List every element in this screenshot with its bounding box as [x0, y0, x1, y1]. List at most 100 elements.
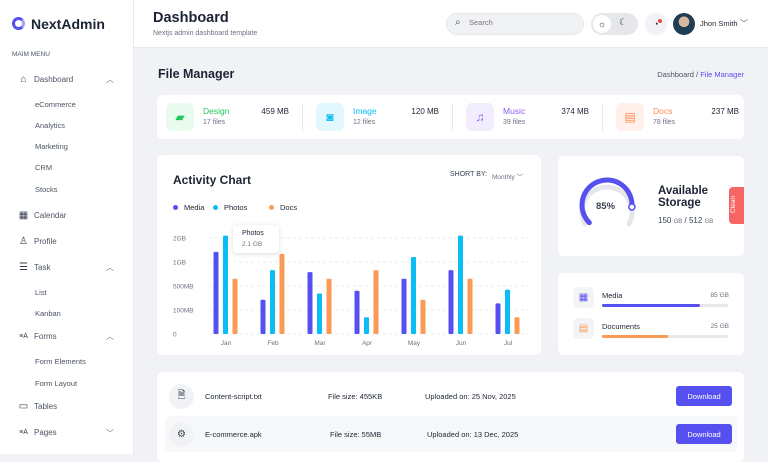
- bar-docs-jan[interactable]: [232, 278, 238, 334]
- bar-docs-mar[interactable]: [326, 278, 332, 334]
- breadcrumb: Dashboard / File Manager: [657, 70, 744, 79]
- film-icon: ▦: [573, 287, 594, 308]
- bar-photos-feb[interactable]: [270, 270, 275, 334]
- calendar-icon: ▦: [18, 210, 29, 221]
- user-name[interactable]: Jhon Smith: [700, 19, 738, 28]
- bar-media-apr[interactable]: [354, 290, 360, 334]
- tooltip-title: Photos: [242, 230, 264, 237]
- sidebar-subitem-ecommerce[interactable]: eCommerce: [35, 100, 76, 109]
- stat-size: 459 MB: [261, 107, 289, 116]
- sidebar-subitem-analytics[interactable]: Analytics: [35, 121, 66, 130]
- sidebar-item-tables[interactable]: ▭ Tables: [19, 401, 57, 412]
- sidebar-subitem-crm[interactable]: CRM: [35, 163, 53, 172]
- search-box[interactable]: ⌕: [446, 13, 584, 35]
- legend-label: Docs: [280, 203, 298, 212]
- bar-docs-jun[interactable]: [467, 278, 473, 334]
- chevron-down-icon[interactable]: ﹀: [106, 429, 114, 438]
- x-tick-label: Mar: [314, 340, 326, 347]
- bar-photos-jun[interactable]: [458, 235, 463, 334]
- download-button[interactable]: Download: [676, 386, 732, 406]
- sidebar-item-label: Dashboard: [34, 75, 74, 84]
- sidebar-subitem-list[interactable]: List: [35, 288, 47, 297]
- storage-card: 85% Available Storage 150 GB / 512 GB Cl…: [558, 156, 744, 256]
- bar-photos-may[interactable]: [411, 256, 416, 334]
- sidebar-subitem-form-elements[interactable]: Form Elements: [35, 357, 86, 366]
- sidebar-item-profile[interactable]: ♙ Profile: [19, 236, 57, 247]
- stat-image[interactable]: ◙ Image 12 files 120 MB: [307, 103, 447, 131]
- usage-size: 85 GB: [710, 292, 729, 299]
- bar-docs-apr[interactable]: [373, 270, 379, 334]
- stat-count: 17 files: [203, 119, 226, 126]
- storage-used: 150: [658, 216, 672, 225]
- chevron-down-icon: ﹀: [516, 174, 524, 181]
- sidebar-item-pages[interactable]: ≡A Pages: [19, 428, 57, 437]
- gauge-fill: [579, 177, 635, 226]
- breadcrumb-dashboard[interactable]: Dashboard: [657, 70, 694, 79]
- usage-name: Media: [602, 291, 623, 300]
- x-tick-label: May: [408, 340, 421, 347]
- sidebar-item-dashboard[interactable]: ⌂ Dashboard: [20, 74, 74, 85]
- bar-photos-jul[interactable]: [505, 289, 510, 334]
- chevron-down-icon[interactable]: ﹀: [740, 19, 748, 28]
- bar-media-jun[interactable]: [448, 270, 454, 334]
- bar-media-feb[interactable]: [260, 299, 266, 334]
- avatar[interactable]: [673, 13, 695, 35]
- bar-photos-apr[interactable]: [364, 317, 369, 334]
- storage-title: Available Storage: [658, 185, 709, 209]
- usage-bar: [602, 304, 728, 307]
- bar-media-jul[interactable]: [495, 303, 501, 334]
- chevron-up-icon[interactable]: ︿: [106, 75, 114, 84]
- stat-design[interactable]: ▰ Design 17 files 459 MB: [157, 103, 297, 131]
- download-button[interactable]: Download: [676, 424, 732, 444]
- storage-percent: 85%: [596, 201, 616, 212]
- sun-icon[interactable]: ☼: [593, 15, 611, 33]
- breadcrumb-current: File Manager: [700, 70, 744, 79]
- notification-button[interactable]: ◔: [645, 13, 667, 35]
- chart-tooltip: Photos 2.1 GB: [233, 225, 279, 253]
- bar-docs-feb[interactable]: [279, 253, 285, 334]
- search-input[interactable]: [469, 18, 569, 27]
- bar-docs-may[interactable]: [420, 299, 426, 334]
- sort-label: SHORT BY:: [450, 171, 488, 178]
- x-tick-label: Jun: [456, 340, 467, 347]
- stat-name: Design: [203, 106, 230, 116]
- stat-docs[interactable]: ▤ Docs 78 files 237 MB: [607, 103, 747, 131]
- bar-media-may[interactable]: [401, 278, 407, 334]
- bar-media-mar[interactable]: [307, 272, 313, 334]
- android-icon: ⚙: [169, 422, 194, 447]
- legend-item[interactable]: Docs: [269, 203, 297, 212]
- sidebar-item-calendar[interactable]: ▦ Calendar: [19, 210, 67, 221]
- chevron-up-icon[interactable]: ︿: [106, 332, 114, 341]
- usage-size: 25 GB: [710, 323, 729, 330]
- sidebar-item-forms[interactable]: ≡A Forms: [19, 332, 57, 341]
- bar-docs-jul[interactable]: [514, 317, 520, 334]
- chevron-up-icon[interactable]: ︿: [106, 263, 114, 272]
- unit: GB: [704, 219, 714, 225]
- storage-total: 512: [688, 216, 703, 225]
- sidebar-subitem-stocks[interactable]: Stocks: [35, 185, 58, 194]
- stat-music[interactable]: ♫ Music 39 files 374 MB: [457, 103, 597, 131]
- usage-bar-fill: [602, 304, 701, 307]
- theme-toggle[interactable]: ☼ ☾: [591, 13, 638, 35]
- sidebar-subitem-form-layout[interactable]: Form Layout: [35, 379, 78, 388]
- stat-name: Image: [353, 106, 377, 116]
- clean-button[interactable]: Clean: [729, 187, 744, 224]
- sidebar-item-task[interactable]: ☰ Task: [19, 262, 50, 273]
- bar-photos-mar[interactable]: [317, 293, 322, 335]
- bar-media-jan[interactable]: [213, 251, 219, 334]
- legend-item[interactable]: Photos: [213, 203, 247, 212]
- sort-select[interactable]: Monthly ﹀: [492, 171, 523, 181]
- usage-bar-fill: [602, 335, 668, 338]
- bell-icon: ◔: [653, 19, 659, 29]
- sep: /: [684, 216, 687, 225]
- legend-item[interactable]: Media: [173, 203, 204, 212]
- moon-icon[interactable]: ☾: [619, 17, 628, 27]
- stat-count: 12 files: [353, 119, 376, 126]
- sidebar-subitem-kanban[interactable]: Kanban: [35, 309, 61, 318]
- task-list-icon: ☰: [19, 262, 28, 273]
- sidebar-subitem-marketing[interactable]: Marketing: [35, 142, 68, 151]
- document-icon: ▤: [573, 318, 594, 339]
- bar-photos-jan[interactable]: [223, 235, 228, 334]
- sidebar-item-label: Profile: [34, 237, 57, 246]
- recent-files-card: 🗎 Content-script.txt File size: 455KB Up…: [157, 372, 744, 462]
